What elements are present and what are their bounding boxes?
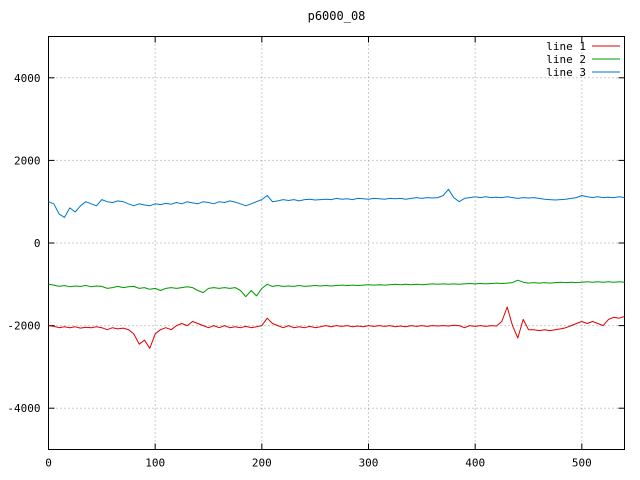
legend-label-3: line 3 — [546, 66, 586, 79]
series-line-1 — [48, 306, 625, 349]
y-tick-label: 2000 — [14, 154, 41, 167]
legend-label-2: line 2 — [546, 53, 586, 66]
y-tick-label: -2000 — [7, 320, 40, 333]
x-tick-label: 400 — [465, 457, 485, 470]
x-tick-label: 0 — [45, 457, 52, 470]
y-tick-label: 4000 — [14, 72, 41, 85]
legend-label-1: line 1 — [546, 40, 586, 53]
x-tick-label: 200 — [252, 457, 272, 470]
y-tick-label: 0 — [34, 237, 41, 250]
x-tick-label: 100 — [145, 457, 165, 470]
plot-border — [48, 36, 625, 450]
chart-title: p6000_08 — [308, 9, 366, 23]
x-tick-label: 300 — [359, 457, 379, 470]
y-tick-label: -4000 — [7, 402, 40, 415]
series-line-2 — [48, 279, 625, 298]
x-tick-label: 500 — [572, 457, 592, 470]
series-line-3 — [48, 188, 625, 218]
